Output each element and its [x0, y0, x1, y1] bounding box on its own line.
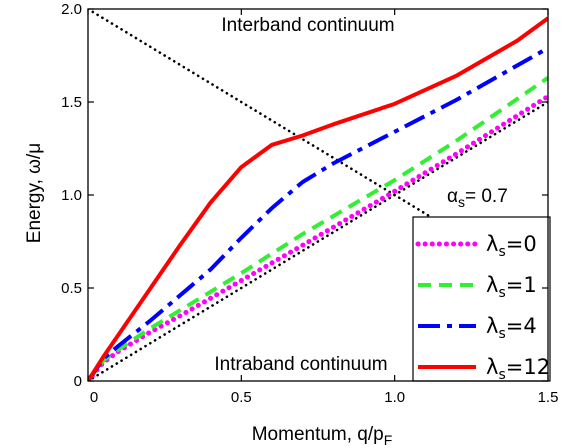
series-line-2	[88, 46, 548, 381]
legend-box	[412, 216, 551, 382]
y-tick-label-2: 1.0	[61, 187, 82, 204]
y-axis-title: Energy, ω/μ	[24, 143, 45, 243]
alpha-value: = 0.7	[465, 186, 508, 207]
y-tick-label-0: 0	[74, 373, 82, 390]
x-tick-label-2: 1.0	[384, 389, 405, 406]
legend-label-3: λs=12	[486, 355, 550, 383]
series-line-3	[88, 16, 548, 381]
interband-label: Interband continuum	[221, 15, 394, 36]
svg-text:αs= 0.7: αs= 0.7	[447, 186, 508, 210]
alpha-subscript: s	[458, 194, 465, 210]
legend-label-1: λs=1	[486, 273, 537, 301]
x-tick-label-3: 1.5	[538, 389, 559, 406]
series-line-1	[88, 76, 548, 381]
x-axis-title: Momentum, q/pF	[252, 424, 393, 448]
legend-label-0: λs=0	[486, 232, 537, 260]
x-tick-label-1: 0.5	[231, 389, 252, 406]
y-tick-label-3: 1.5	[61, 94, 82, 111]
x-tick-label-0: 0	[90, 389, 98, 406]
alpha-symbol: α	[447, 186, 458, 207]
alpha-annotation: αs= 0.7	[444, 180, 544, 210]
legend: λs=0 λs=1 λs=4 λs=12	[412, 216, 551, 383]
legend-label-2: λs=4	[486, 314, 537, 342]
y-tick-label-1: 0.5	[61, 280, 82, 297]
alpha-annotation-bg	[444, 180, 544, 210]
intraband-label: Intraband continuum	[214, 354, 387, 375]
boundary-line-1	[88, 100, 548, 381]
y-tick-label-4: 2.0	[61, 1, 82, 18]
